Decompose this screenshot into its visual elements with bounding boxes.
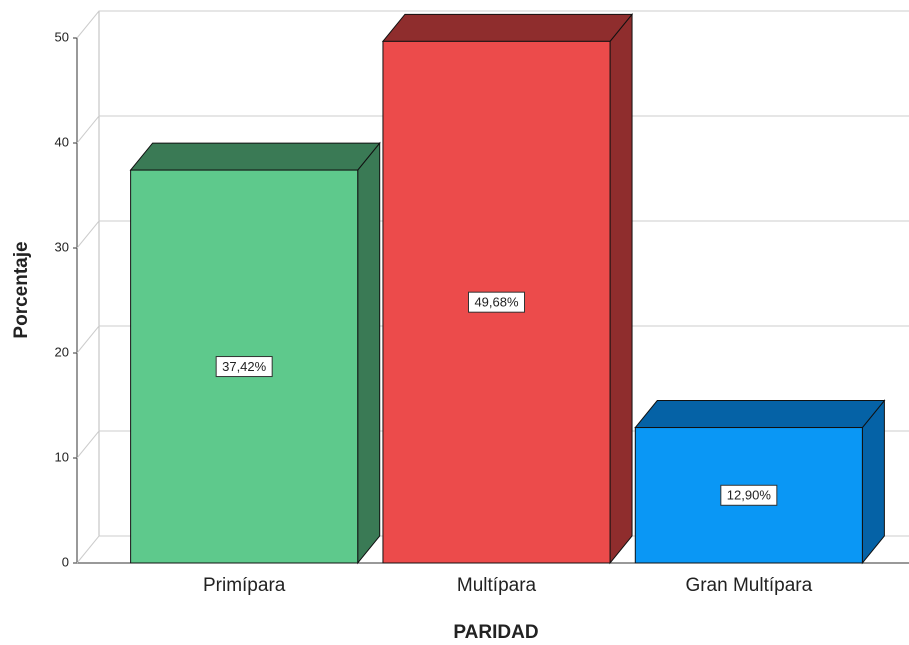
value-label: 49,68% [474, 295, 519, 310]
grid-line [76, 220, 909, 249]
value-label: 12,90% [727, 488, 772, 503]
y-tick-label: 0 [62, 554, 69, 569]
bar-side [357, 141, 381, 565]
bar-top [129, 142, 381, 171]
value-label-box [468, 291, 525, 313]
value-label-box [720, 484, 778, 506]
x-tick-label: Gran Multípara [685, 575, 812, 596]
x-axis-label: PARIDAD [453, 622, 538, 643]
y-axis-label: Porcentaje [11, 241, 32, 338]
bar-side [609, 12, 633, 565]
bar-side [861, 399, 885, 565]
bar-top [381, 13, 634, 42]
y-tick-label: 10 [55, 449, 69, 464]
value-label-box [215, 356, 273, 378]
y-tick-label: 40 [55, 134, 69, 149]
value-label: 37,42% [222, 359, 267, 374]
y-tick-label: 30 [55, 239, 69, 254]
bar-top [634, 400, 886, 429]
y-tick-label: 20 [55, 344, 69, 359]
x-tick-label: Primípara [203, 575, 286, 596]
y-tick-label: 50 [55, 29, 69, 44]
x-tick-label: Multípara [457, 575, 537, 596]
grid-line [76, 10, 909, 39]
grid-line [76, 115, 909, 144]
grid-line [76, 325, 909, 354]
